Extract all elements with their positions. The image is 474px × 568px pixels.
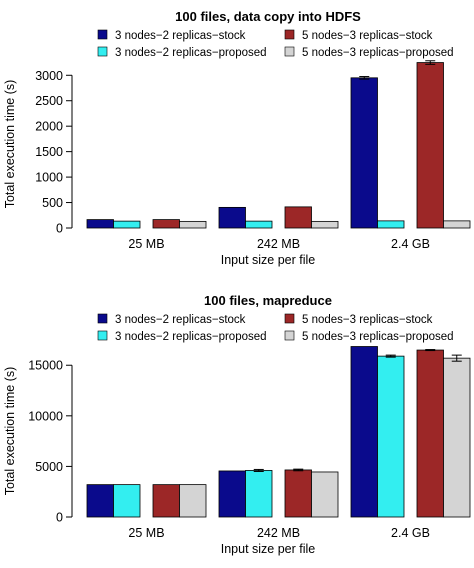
chart2-legend-swatch-1: [97, 313, 108, 324]
chart1-bar-3-2: [377, 220, 405, 229]
chart1-y-tick-label-4: 2000: [35, 120, 63, 134]
chart2-bar-2-4: [311, 471, 339, 518]
chart1-bar-3-3: [416, 62, 444, 229]
chart2-bar-3-1: [350, 346, 378, 518]
chart2-y-tick-label-2: 10000: [28, 409, 63, 423]
chart1-y-tick-label-3: 1500: [35, 145, 63, 159]
chart2-x-axis-label: Input size per file: [221, 542, 316, 556]
chart2-y-tick-label-3: 15000: [28, 359, 63, 373]
chart1-legend-label-4: 5 nodes−3 replicas−proposed: [302, 47, 454, 59]
chart2-legend-label-2: 3 nodes−2 replicas−proposed: [115, 331, 267, 343]
chart1-y-tick-label-0: 0: [56, 222, 63, 236]
chart2-x-tick-label-2: 242 MB: [257, 526, 300, 540]
chart1-bar-2-4: [311, 220, 339, 229]
chart1-y-tick-label-1: 500: [42, 196, 63, 210]
chart1-legend-swatch-3: [284, 29, 295, 40]
chart2-x-tick-label-1: 25 MB: [128, 526, 164, 540]
chart1-legend-label-1: 3 nodes−2 replicas−stock: [115, 30, 246, 42]
chart1-bar-2-1: [218, 206, 246, 229]
chart2-bar-3-4: [443, 357, 471, 518]
chart2-title: 100 files, mapreduce: [204, 293, 332, 308]
chart1-x-axis-label: Input size per file: [221, 253, 316, 267]
chart1-x-tick-label-1: 25 MB: [128, 237, 164, 251]
chart1-legend-swatch-1: [97, 29, 108, 40]
chart1-y-axis-label: Total execution time (s): [3, 80, 17, 209]
chart2-legend-swatch-3: [284, 313, 295, 324]
chart2-x-tick-label-3: 2.4 GB: [391, 526, 430, 540]
chart1-bar-2-3: [284, 206, 312, 229]
chart2-bar-1-4: [179, 484, 207, 518]
chart1-bar-1-3: [152, 219, 180, 229]
chart2-y-axis-label: Total execution time (s): [3, 367, 17, 496]
chart2-legend-swatch-4: [284, 330, 295, 341]
chart2-bar-3-2: [377, 355, 405, 518]
chart1-y-tick-label-2: 1000: [35, 171, 63, 185]
chart2-bar-3-3: [416, 349, 444, 518]
chart1-bar-3-4: [443, 220, 471, 229]
chart1-bar-3-1: [350, 77, 378, 229]
chart1-legend-swatch-4: [284, 46, 295, 57]
chart1-y-tick-label-6: 3000: [35, 69, 63, 83]
chart2-bar-2-2: [245, 470, 273, 518]
chart1-legend-label-3: 5 nodes−3 replicas−stock: [302, 30, 433, 42]
chart1-y-tick-label-5: 2500: [35, 94, 63, 108]
chart2-bar-2-3: [284, 469, 312, 518]
chart1-x-tick-label-3: 2.4 GB: [391, 237, 430, 251]
chart1-bar-1-2: [113, 220, 141, 229]
chart2-bar-1-3: [152, 484, 180, 518]
chart1-bar-1-1: [86, 219, 114, 229]
chart2-legend-label-1: 3 nodes−2 replicas−stock: [115, 314, 246, 326]
chart2-bar-1-2: [113, 484, 141, 518]
chart2-legend-label-3: 5 nodes−3 replicas−stock: [302, 314, 433, 326]
chart1-bar-2-2: [245, 220, 273, 229]
chart2-y-tick-label-0: 0: [56, 511, 63, 525]
chart2-y-tick-label-1: 5000: [35, 460, 63, 474]
chart2-legend-label-4: 5 nodes−3 replicas−proposed: [302, 331, 454, 343]
chart1-legend-label-2: 3 nodes−2 replicas−proposed: [115, 47, 267, 59]
chart1-x-tick-label-2: 242 MB: [257, 237, 300, 251]
chart1-bar-1-4: [179, 220, 207, 229]
chart2-bar-2-1: [218, 470, 246, 518]
chart2-legend-swatch-2: [97, 330, 108, 341]
chart2-bar-1-1: [86, 484, 114, 518]
chart1-title: 100 files, data copy into HDFS: [175, 9, 361, 24]
chart1-legend-swatch-2: [97, 46, 108, 57]
